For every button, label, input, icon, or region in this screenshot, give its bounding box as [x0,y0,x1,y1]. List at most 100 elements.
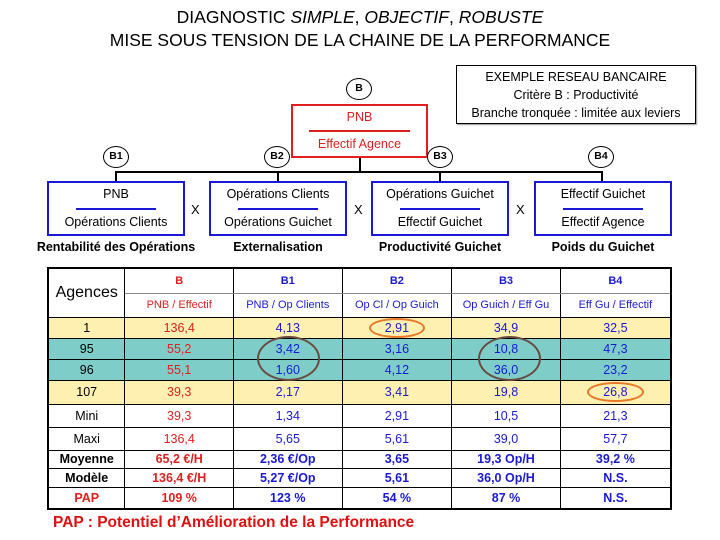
row-label: PAP [47,486,126,510]
cell-b1: 2,36 €/Op [232,449,343,469]
cell-b3: 10,5 [451,403,561,428]
col-formula-b2: Op Cl / Op Guich [341,292,453,318]
b2-denominator: Opérations Guichet [224,215,332,229]
cell-b3: 19,3 Op/H [451,449,561,469]
row-label: Moyenne [47,449,126,469]
col-formula-b1: PNB / Op Clients [232,292,343,318]
cell-b2: 54 % [341,486,453,510]
table-row: 95 55,2 3,42 3,16 10,8 47,3 [47,337,672,360]
cell-b: 39,3 [124,379,234,405]
b1-denominator: Opérations Clients [64,215,168,229]
connector-b2 [277,171,279,181]
cell-b3: 36,0 Op/H [451,467,561,488]
row-label: 107 [47,379,126,405]
row-label: 1 [47,316,126,339]
row-label: 95 [47,337,126,360]
col-formula-b4: Eff Gu / Effectif [559,292,672,318]
cell-b: 39,3 [124,403,234,428]
cell-b2: 2,91 [341,403,453,428]
cell-b3: 34,9 [451,316,561,339]
cell-b1: 1,60 [232,358,343,381]
fraction-bar [399,207,481,210]
caption-b1: Rentabilité des Opérations [36,240,196,254]
cell-b2: 5,61 [341,467,453,488]
multiply-sign: X [516,202,525,217]
cell-b: 55,1 [124,358,234,381]
cell-b2: 5,61 [341,426,453,451]
connector-root [359,158,361,171]
cell-b3: 10,8 [451,337,561,360]
cell-b4: 21,3 [559,403,672,428]
cell-b4: 26,8 [559,379,672,405]
row-label: Modèle [47,467,126,488]
highlight-ring-orange: 2,91 [368,317,426,338]
col-code-b1: B1 [232,267,343,294]
cell-b3: 39,0 [451,426,561,451]
cell-b: 136,4 [124,426,234,451]
example-legend-box: EXEMPLE RESEAU BANCAIRE Critère B : Prod… [456,65,696,124]
cell-b2: 3,41 [341,379,453,405]
b4-numerator: Effectif Guichet [560,187,646,201]
cell-b4: N.S. [559,467,672,488]
caption-b3: Productivité Guichet [378,240,502,254]
example-line3: Branche tronquée : limitée aux leviers [471,106,681,120]
table-subheader-row: PNB / Effectif PNB / Op Clients Op Cl / … [48,292,672,318]
col-code-b2: B2 [341,267,453,294]
title-simple: SIMPLE [290,7,355,27]
cell-b3: 36,0 [451,358,561,381]
cell-b1: 4,13 [232,316,343,339]
root-numerator: PNB [346,110,373,124]
table-header-row: Agences B B1 B2 B3 B4 [47,267,672,318]
multiply-sign: X [191,202,200,217]
col-formula-b: PNB / Effectif [124,292,234,318]
cell-b2: 3,65 [341,449,453,469]
connector-b4 [601,171,603,181]
fraction-bar [75,207,157,210]
node-label-b3: B3 [427,146,453,168]
corner-header: Agences [47,267,126,318]
cell-b4: 23,2 [559,358,672,381]
table-row: 96 55,1 1,60 4,12 36,0 23,2 [47,358,672,381]
title-sep: , [448,7,459,27]
fraction-bar [308,130,411,132]
connector-b1 [115,171,117,181]
row-label: Maxi [47,426,126,451]
cell-b3: 87 % [451,486,561,510]
agencies-table: Agences B B1 B2 B3 B4 PNB / Effectif PNB… [47,267,672,510]
row-label: Mini [47,403,126,428]
cell-b3: 19,8 [451,379,561,405]
ratio-box-b1: PNB Opérations Clients [47,181,185,236]
root-ratio-box: PNB Effectif Agence [291,104,428,158]
col-code-b: B [124,267,234,294]
ratio-box-b3: Opérations Guichet Effectif Guichet [371,181,509,236]
node-label-b2: B2 [264,146,290,168]
cell-b: 55,2 [124,337,234,360]
title-prefix: DIAGNOSTIC [176,7,291,27]
table-row-model: Modèle 136,4 €/H 5,27 €/Op 5,61 36,0 Op/… [47,467,672,488]
table-row-pap: PAP 109 % 123 % 54 % 87 % N.S. [47,486,672,510]
cell-b1: 123 % [232,486,343,510]
fraction-bar [237,207,319,210]
title-robuste: ROBUSTE [458,7,544,27]
title-objectif: OBJECTIF [364,7,449,27]
row-label: 96 [47,358,126,381]
highlight-ring-orange: 26,8 [587,382,644,402]
cell-b4: 39,2 % [559,449,672,469]
fraction-bar [562,207,644,210]
col-code-b3: B3 [451,267,561,294]
col-formula-b3: Op Guich / Eff Gu [451,292,561,318]
ratio-box-b2: Opérations Clients Opérations Guichet [209,181,347,236]
example-line1: EXEMPLE RESEAU BANCAIRE [485,70,667,84]
caption-b2: Externalisation [233,240,323,254]
cell-b2: 4,12 [341,358,453,381]
table-row-average: Moyenne 65,2 €/H 2,36 €/Op 3,65 19,3 Op/… [47,449,672,469]
caption-b4: Poids du Guichet [551,240,655,254]
cell-b1: 5,27 €/Op [232,467,343,488]
cell-b: 136,4 [124,316,234,339]
multiply-sign: X [354,202,363,217]
connector-b3 [439,171,441,181]
table-row: 1 136,4 4,13 2,91 34,9 32,5 [47,316,672,339]
b4-denominator: Effectif Agence [561,215,645,229]
node-label-b4: B4 [588,146,614,168]
cell-b1: 2,17 [232,379,343,405]
